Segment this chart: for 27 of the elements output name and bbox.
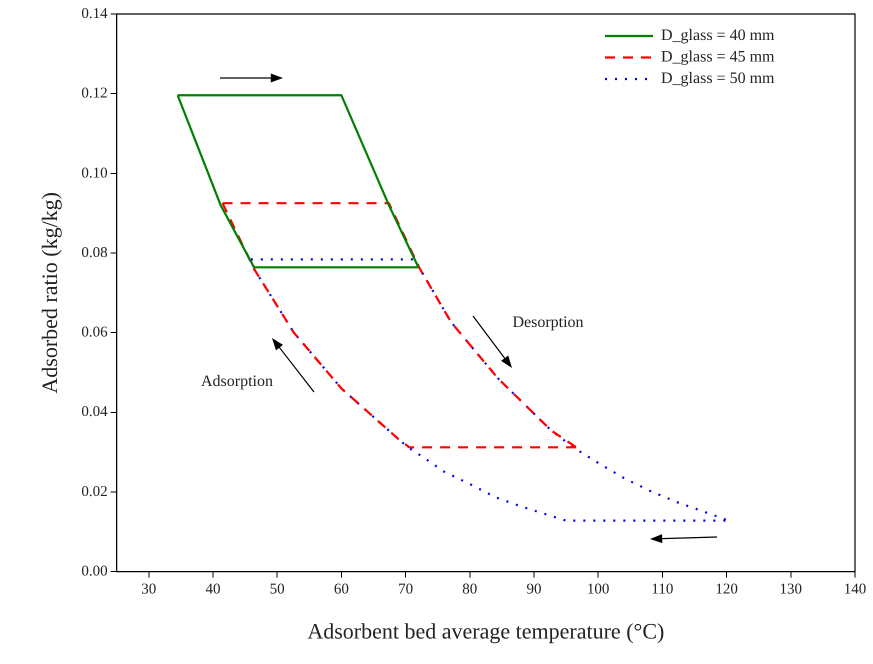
- x-tick-label: 50: [270, 582, 285, 598]
- x-tick-label: 130: [780, 582, 802, 598]
- x-tick-label: 110: [651, 582, 674, 598]
- legend-label: D_glass = 45 mm: [661, 48, 776, 66]
- x-tick-label: 100: [586, 582, 610, 598]
- x-tick-label: 40: [205, 582, 220, 598]
- legend-label: D_glass = 40 mm: [661, 27, 776, 44]
- x-tick-label: 90: [526, 582, 542, 598]
- y-axis-title: Adsorbed ratio (kg/kg): [36, 192, 62, 394]
- x-tick-label: 60: [334, 582, 349, 598]
- x-tick-label: 80: [462, 582, 478, 598]
- x-tick-label: 140: [844, 582, 866, 598]
- y-tick-label: 0.14: [81, 6, 108, 22]
- y-tick-label: 0.10: [81, 165, 108, 182]
- y-tick-label: 0.06: [81, 324, 108, 341]
- x-tick-label: 120: [715, 582, 738, 598]
- x-axis-title: Adsorbent bed average temperature (°C): [307, 618, 664, 644]
- legend-label: D_glass = 50 mm: [661, 70, 776, 88]
- y-tick-label: 0.02: [81, 484, 108, 500]
- annotation: Adsorption: [201, 373, 273, 390]
- annotation: Desorption: [512, 314, 584, 332]
- y-tick-label: 0.00: [81, 564, 108, 580]
- x-tick-label: 70: [398, 582, 414, 598]
- y-tick-label: 0.12: [81, 86, 108, 102]
- y-tick-label: 0.04: [81, 404, 108, 420]
- y-tick-label: 0.08: [81, 244, 108, 261]
- x-tick-label: 30: [141, 582, 156, 598]
